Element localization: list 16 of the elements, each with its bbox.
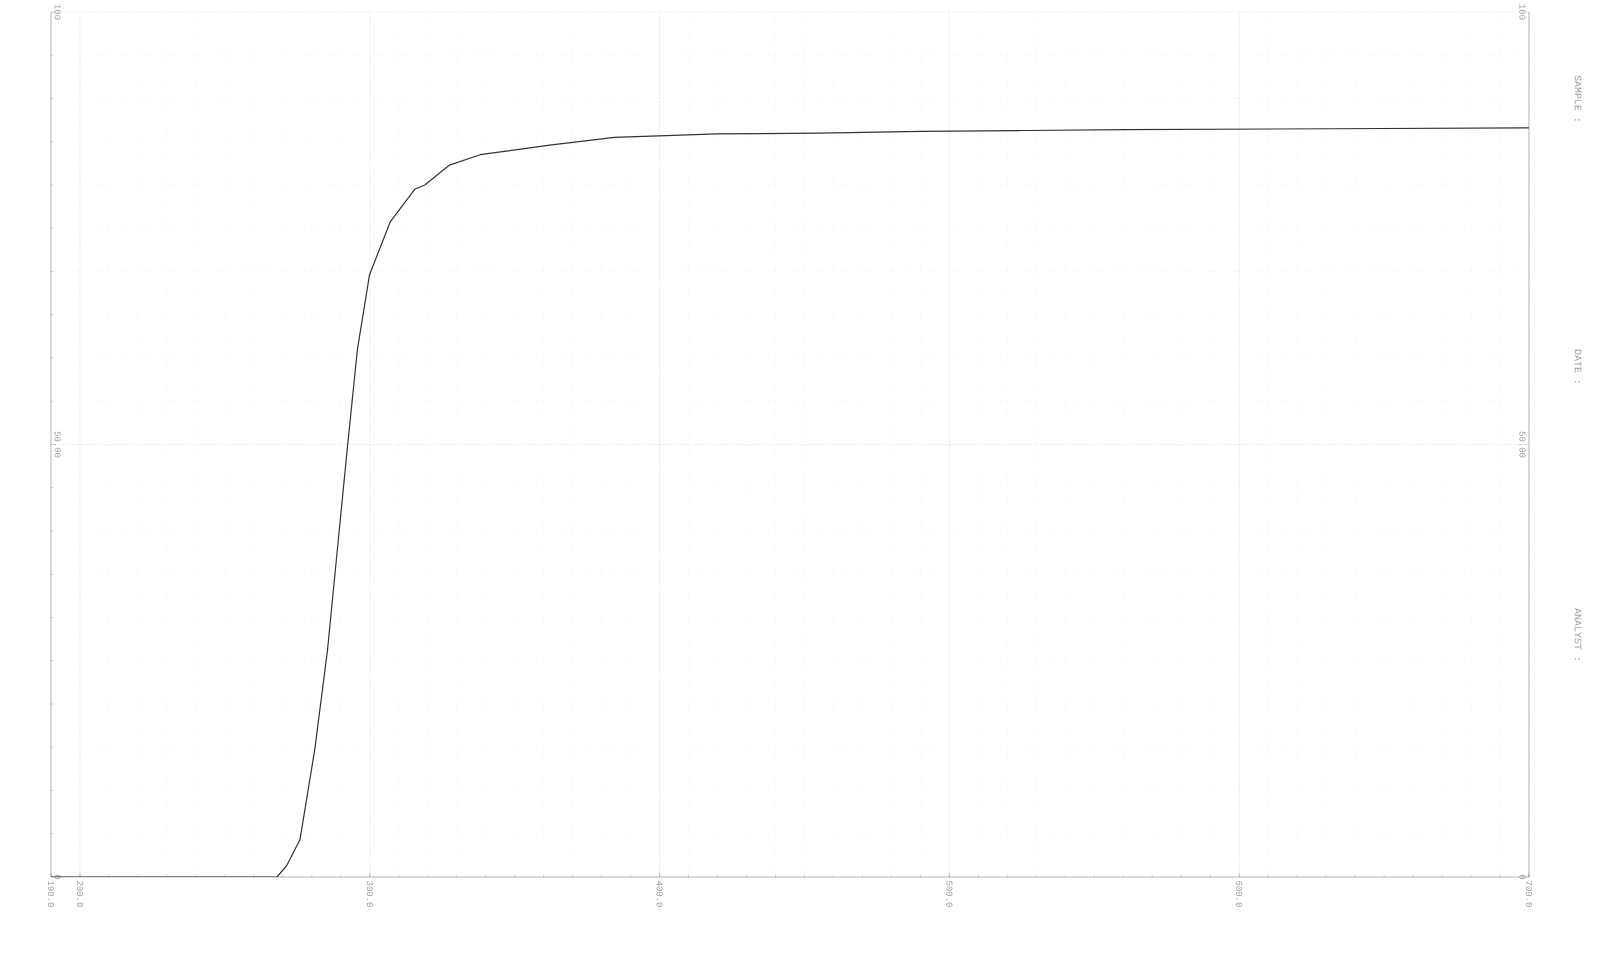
text: DATE :: [1574, 349, 1582, 383]
x-tick-label: 600.0: [1236, 881, 1243, 907]
y-tick-label: 50.00: [54, 431, 61, 458]
x-tick-label: 400.0: [656, 880, 663, 907]
x-tick-label: 300.0: [366, 881, 373, 907]
text: SAMPLE :: [1574, 75, 1582, 121]
y2-tick-label: 0: [1519, 874, 1526, 880]
text: ANALYST :: [1574, 608, 1582, 660]
y-tick-label: 0: [54, 874, 61, 880]
y-tick-label: 100: [54, 4, 61, 20]
y2-tick-label: 100: [1519, 4, 1526, 20]
x-tick-label: 500.0: [946, 881, 953, 907]
y2-tick-label: 50.00: [1519, 431, 1526, 458]
x-tick-label: 700.0: [1525, 881, 1533, 907]
x-tick-label: 200.0: [76, 881, 84, 907]
x-tick-label: 190.0: [47, 881, 55, 907]
